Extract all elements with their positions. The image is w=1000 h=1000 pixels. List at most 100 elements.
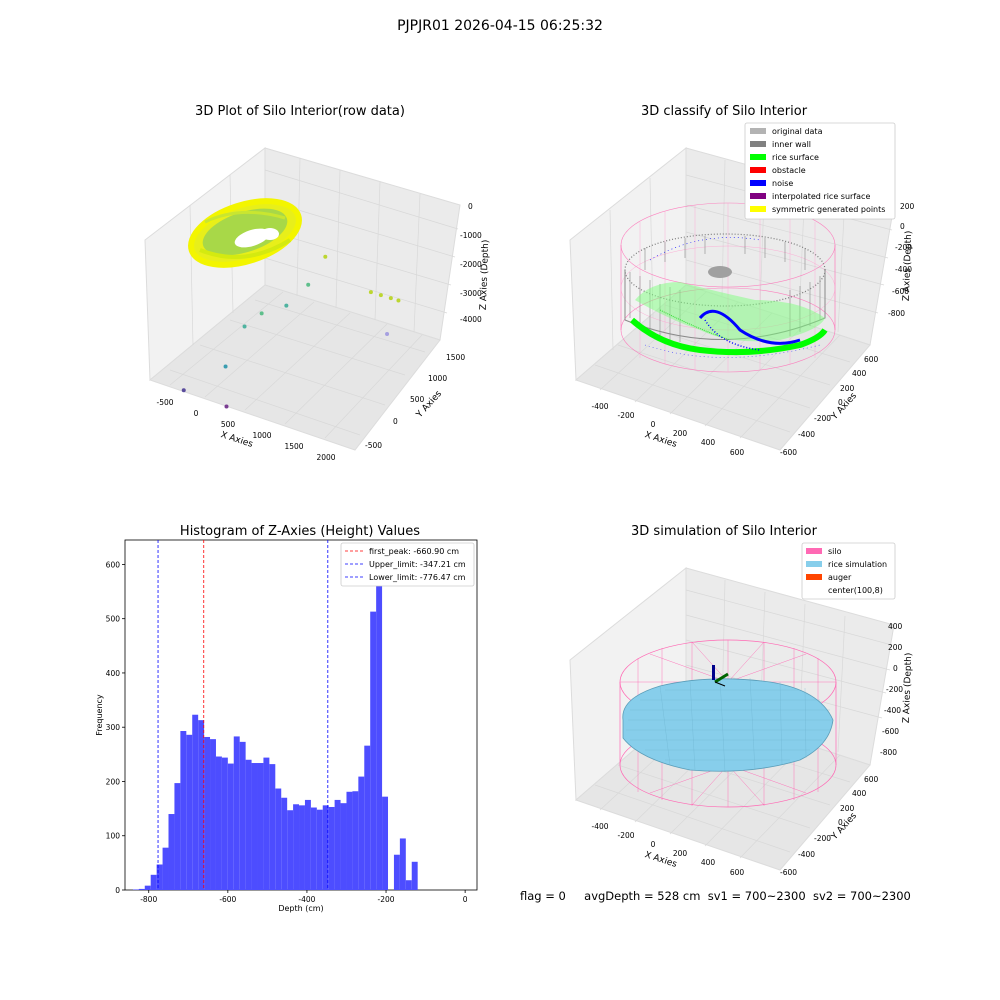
p4-ztick: 200 [888, 643, 903, 652]
p2-ztick: -800 [888, 309, 905, 318]
scatter-point [378, 293, 383, 298]
panel1-xtick-labels: -500 0 500 1000 1500 2000 [156, 398, 335, 462]
p3-legend: first_peak: -660.90 cm Upper_limit: -347… [340, 542, 475, 587]
scatter-point [385, 331, 390, 336]
y-tick-label: 400 [106, 669, 121, 678]
histogram-bar [150, 874, 157, 890]
p3-legend-item: Upper_limit: -347.21 cm [369, 560, 466, 569]
histogram-bar [186, 734, 193, 890]
panel4-legend: silo rice simulation auger center(100,8) [801, 542, 896, 600]
p1-ytick: 500 [410, 395, 425, 404]
p4-xtick: -200 [617, 831, 634, 840]
p4-ytick: 200 [840, 804, 855, 813]
p4-ylabel: Y Axies [829, 811, 859, 843]
panel1-title: 3D Plot of Silo Interior(row data) [195, 104, 405, 119]
p2-legend-item: obstacle [772, 166, 806, 175]
p1-xtick: 500 [221, 420, 236, 429]
p4-legend-item: auger [828, 573, 852, 582]
histogram-bar [215, 756, 222, 890]
histogram-bar [180, 731, 187, 890]
panel2-ztick-labels: 200 0 -200 -400 -600 -800 [888, 202, 915, 318]
histogram-bar [144, 885, 151, 890]
p4-xtick: 200 [673, 849, 688, 858]
histogram-bar [358, 776, 365, 890]
p4-ytick: 400 [852, 789, 867, 798]
p4-xtick: 400 [701, 858, 716, 867]
p2-ytick: 0 [838, 398, 843, 407]
histogram-bar [328, 806, 335, 890]
p4-ztick: -400 [884, 706, 901, 715]
p2-xtick: 600 [730, 448, 745, 457]
panel1-ztick-labels: 0 -1000 -2000 -3000 -4000 [460, 202, 482, 324]
p4-ztick: 0 [893, 664, 898, 673]
p2-xtick: 400 [701, 438, 716, 447]
panel2-title: 3D classify of Silo Interior [640, 104, 808, 119]
histogram-bar [382, 796, 389, 890]
p3-legend-item: first_peak: -660.90 cm [369, 547, 459, 556]
flag-text: flag = 0 [520, 889, 566, 903]
panel3-chart: -800 -600 -400 -200 0 0 100 200 300 400 500 600 De… [95, 539, 478, 913]
x-tick-label: -600 [219, 895, 236, 904]
x-tick-label: 0 [463, 895, 468, 904]
histogram-bar [310, 807, 317, 890]
histogram-bar [251, 763, 258, 890]
p1-ylabel: Y Axies [414, 389, 444, 421]
panel3-title: Histogram of Z-Axies (Height) Values [179, 524, 421, 539]
x-tick-label: -200 [378, 895, 395, 904]
panel1-axes-box [144, 146, 461, 451]
panel2-chart: original data inner wall rice surface ob… [569, 122, 915, 457]
histogram-bar [269, 764, 276, 890]
scatter-point [259, 311, 264, 316]
p1-ytick: 1000 [428, 374, 447, 383]
p1-ztick: -1000 [460, 231, 482, 240]
histogram-bar [304, 799, 311, 890]
histogram-bar [370, 611, 377, 890]
p2-ytick: -400 [798, 430, 815, 439]
panel4-xtick-labels: -400 -200 0 200 400 600 [591, 822, 744, 877]
panel4-title: 3D simulation of Silo Interior [631, 524, 817, 539]
histogram-bar [156, 864, 163, 890]
p3-ylabel: Frequency [95, 694, 104, 736]
p2-legend-item: symmetric generated points [772, 205, 885, 214]
panel1-chart: -500 0 500 1000 1500 2000 X Axies -500 0… [144, 146, 491, 462]
p2-xtick: 0 [651, 420, 656, 429]
p2-ytick: 200 [840, 384, 855, 393]
histogram-bar [257, 763, 264, 890]
p1-xtick: -500 [156, 398, 173, 407]
histogram-bar [346, 791, 353, 890]
scatter-point [181, 388, 186, 393]
p2-ytick: 400 [852, 369, 867, 378]
histogram-bar [275, 788, 282, 890]
p1-ztick: -4000 [460, 315, 482, 324]
panel2-legend: original data inner wall rice surface ob… [744, 122, 896, 220]
p3-xlabel: Depth (cm) [278, 904, 323, 913]
p1-xtick: 0 [194, 409, 199, 418]
panel1-points [181, 254, 401, 409]
p4-legend-item: silo [828, 547, 842, 556]
p1-xtick: 1000 [252, 431, 271, 440]
p2-ztick: -400 [895, 265, 912, 274]
scatter-point [368, 290, 373, 295]
p1-ytick: -500 [365, 441, 382, 450]
scatter-point [388, 296, 393, 301]
p4-ztick: -600 [882, 727, 899, 736]
histogram-bar [399, 838, 406, 890]
histogram-bar [334, 799, 341, 890]
p4-xtick: 0 [651, 840, 656, 849]
p4-ytick: -400 [798, 850, 815, 859]
p2-ztick: 200 [900, 202, 915, 211]
p4-ztick: 400 [888, 622, 903, 631]
y-tick-label: 600 [106, 560, 121, 569]
histogram-bar [287, 810, 294, 890]
y-tick-label: 0 [115, 886, 120, 895]
histogram-bar [227, 763, 234, 890]
p3-bars [132, 558, 418, 890]
histogram-bar [263, 757, 270, 890]
histogram-bar [138, 888, 145, 890]
p4-ztick: -800 [880, 748, 897, 757]
histogram-bar [322, 805, 329, 890]
histogram-bar [411, 861, 418, 890]
p2-legend-item: inner wall [772, 140, 811, 149]
p4-xtick: -400 [591, 822, 608, 831]
p3-legend-item: Lower_limit: -776.47 cm [369, 573, 466, 582]
